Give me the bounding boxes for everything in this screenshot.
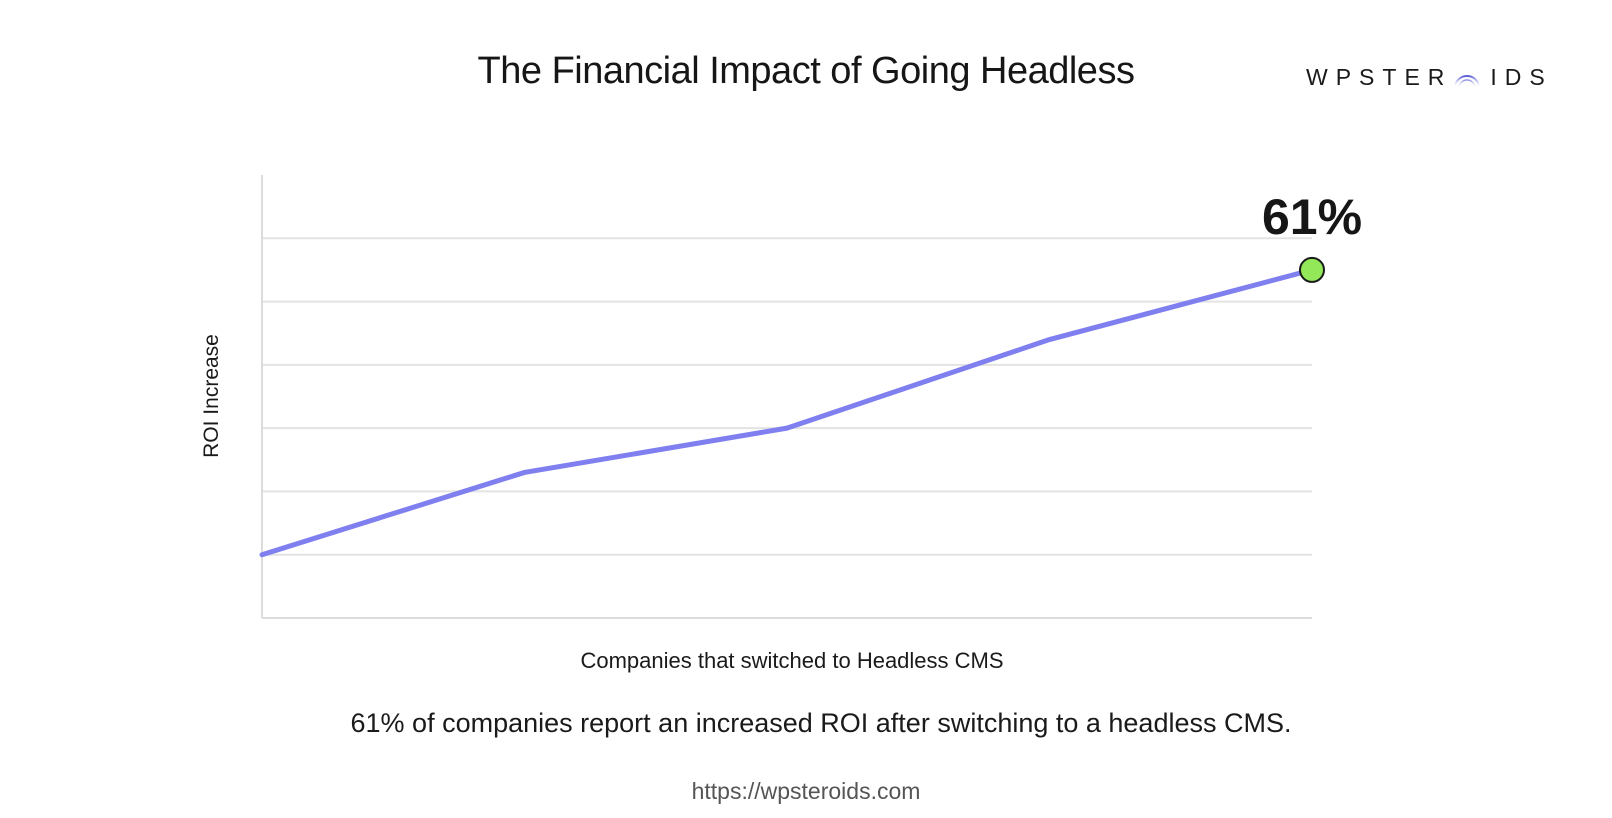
- brand-text-right: IDS: [1490, 64, 1553, 90]
- highlight-point: [1299, 256, 1325, 283]
- series-line: [259, 267, 1315, 558]
- footer-url: https://wpsteroids.com: [691, 778, 921, 804]
- brand-logo: WPSTER IDS: [1306, 64, 1553, 91]
- highlight-label: 61%: [1262, 189, 1362, 245]
- chart-title: The Financial Impact of Going Headless: [477, 50, 1135, 92]
- crescent-o-icon: [1454, 74, 1481, 88]
- x-axis-label: Companies that switched to Headless CMS: [580, 648, 1004, 673]
- brand-text-left: WPSTER: [1306, 64, 1453, 90]
- y-axis-label: ROI Increase: [200, 334, 223, 458]
- chart-caption: 61% of companies report an increased ROI…: [350, 708, 1292, 738]
